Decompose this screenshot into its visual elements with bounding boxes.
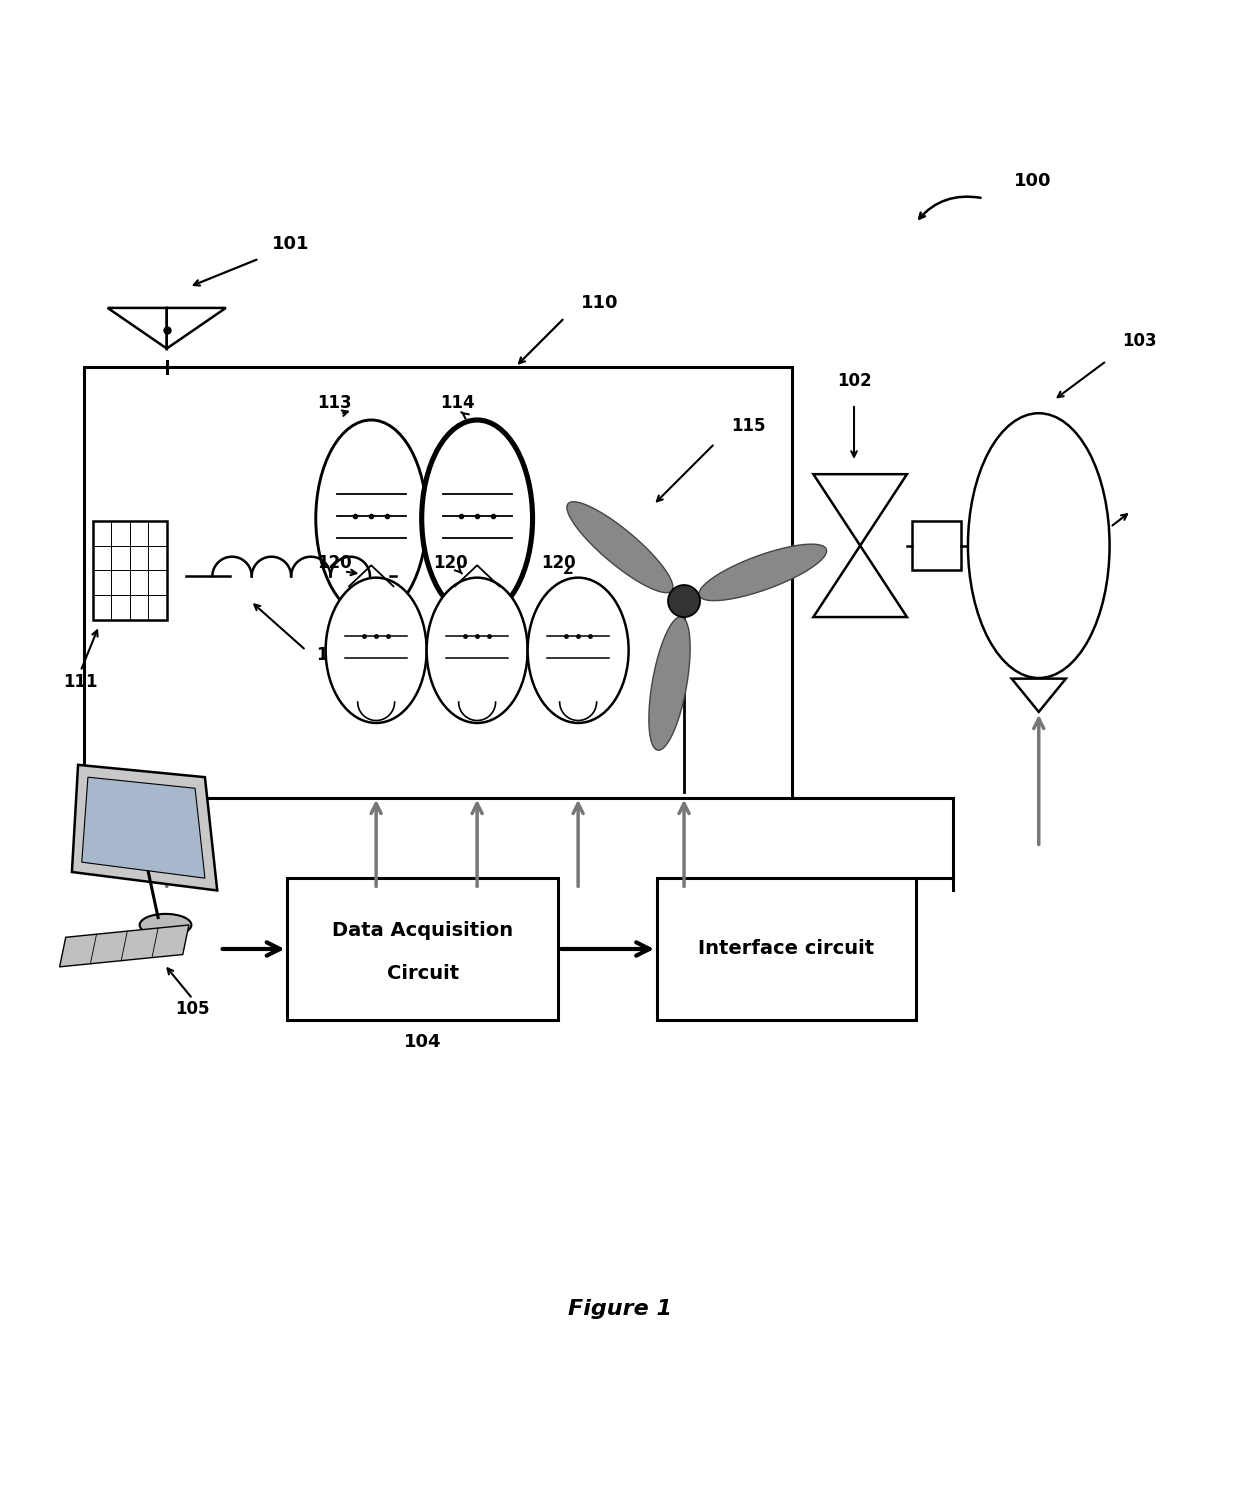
Text: 120: 120 [433,554,467,572]
Ellipse shape [968,414,1110,678]
Polygon shape [567,501,673,593]
Text: 120: 120 [541,554,575,572]
Ellipse shape [528,578,629,723]
Text: 104: 104 [404,1033,441,1051]
Polygon shape [813,545,906,618]
Bar [93,521,166,619]
Text: 111: 111 [63,673,98,692]
Text: 102: 102 [837,371,872,390]
Text: Circuit: Circuit [387,963,459,983]
Polygon shape [699,544,827,601]
Ellipse shape [422,420,532,618]
Bar [657,879,915,1019]
Text: 114: 114 [440,394,475,412]
Text: 101: 101 [272,234,309,252]
Text: 112: 112 [316,646,351,664]
Text: 120: 120 [317,554,352,572]
Text: Interface circuit: Interface circuit [698,939,874,959]
Polygon shape [649,616,691,750]
Polygon shape [72,766,217,891]
Text: 113: 113 [317,394,352,412]
Bar [911,521,961,571]
Polygon shape [82,778,205,879]
Text: 115: 115 [730,417,765,435]
Bar [84,367,792,799]
Text: Figure 1: Figure 1 [568,1299,672,1320]
Text: 105: 105 [175,1000,210,1018]
Ellipse shape [316,420,427,618]
Text: 100: 100 [1014,172,1052,190]
Text: 103: 103 [1122,332,1157,350]
Ellipse shape [427,578,528,723]
Polygon shape [60,926,188,966]
Text: 110: 110 [580,294,618,313]
Ellipse shape [140,914,191,936]
Polygon shape [166,308,226,349]
Ellipse shape [326,578,427,723]
Text: Data Acquisition: Data Acquisition [332,921,513,941]
Circle shape [668,584,701,618]
Polygon shape [1012,678,1066,711]
Polygon shape [813,474,906,545]
Bar [288,879,558,1019]
Polygon shape [108,308,166,349]
